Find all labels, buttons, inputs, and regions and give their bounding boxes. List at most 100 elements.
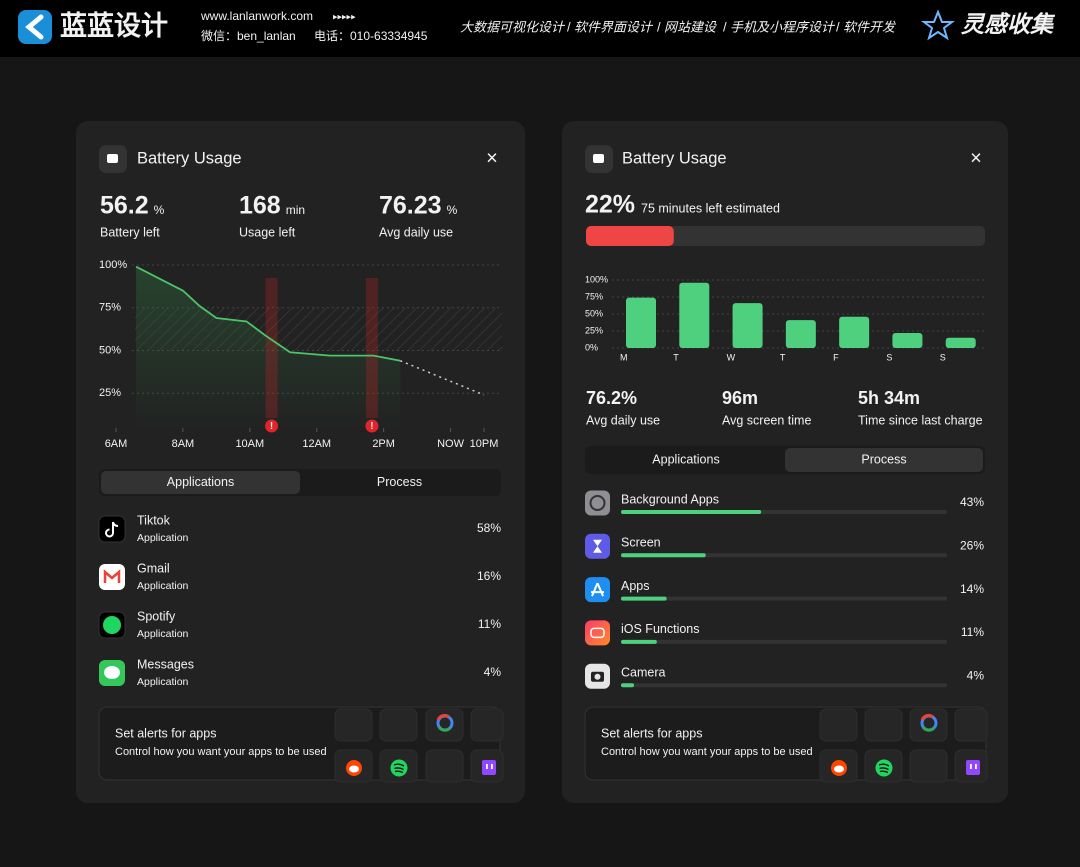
process-bar [621, 639, 657, 644]
app-share: 4% [484, 665, 502, 679]
tiktok-glyph [105, 521, 119, 538]
alert-band [365, 278, 378, 418]
reddit-face [349, 765, 359, 773]
process-name: Apps [621, 579, 650, 593]
bar [945, 337, 976, 348]
app-kind: Application [137, 628, 189, 640]
y-tick-label: 50% [585, 308, 603, 318]
stat-value: 76.2% [586, 388, 637, 408]
process-bar [621, 553, 706, 558]
line-area [136, 266, 401, 430]
stat-label: Battery left [100, 225, 160, 239]
x-tick-label: S [886, 352, 892, 362]
separator: / [723, 19, 727, 34]
service-link: 软件开发 [843, 19, 897, 34]
battery-percent: 22% [585, 191, 635, 219]
x-tick-label: T [673, 352, 679, 362]
twitch-eye [970, 764, 972, 769]
alert-marker [265, 419, 279, 433]
app-kind: Application [137, 580, 189, 592]
y-tick-label: 75% [99, 302, 121, 314]
alert-marker [365, 419, 379, 433]
battery-line [135, 265, 401, 362]
alerts-title: Set alerts for apps [115, 726, 216, 740]
process-share: 26% [960, 538, 984, 552]
y-tick-label: 100% [585, 274, 608, 284]
reddit-face [834, 765, 844, 773]
header-bar [0, 0, 1080, 57]
twitch-eye [491, 764, 493, 769]
process-share: 4% [967, 668, 985, 682]
x-tick-label: 6AM [105, 438, 128, 450]
y-tick-label: 50% [99, 344, 121, 356]
google-icon [436, 713, 454, 732]
google-arc [437, 726, 452, 732]
y-tick-label: 0% [585, 342, 598, 352]
spotify-waves [878, 763, 890, 774]
service-link: 手机及小程序设计 [730, 19, 836, 34]
close-button: × [486, 147, 498, 169]
spotify-glyph [103, 616, 121, 634]
close-button: × [970, 147, 982, 169]
bar [732, 303, 763, 348]
progress-fill [586, 226, 674, 246]
bar [892, 333, 923, 348]
x-tick-label: W [727, 352, 736, 362]
alerts-subtitle: Control how you want your apps to be use… [601, 746, 813, 758]
card-left [76, 121, 525, 803]
app-tile [909, 708, 948, 742]
process-bar [621, 596, 667, 601]
app-tile [909, 749, 948, 783]
separator: / [836, 19, 840, 34]
card-title: Battery Usage [137, 149, 242, 167]
y-tick-label: 25% [585, 325, 603, 335]
tab[interactable]: Process [861, 452, 906, 466]
tab[interactable]: Process [377, 475, 422, 489]
app-name: Messages [137, 657, 194, 671]
app-name: Tiktok [137, 513, 171, 527]
x-tick-label: F [833, 352, 839, 362]
tab-active [785, 448, 983, 472]
app-tile [819, 708, 858, 742]
x-tick-label: S [940, 352, 946, 362]
process-icon [585, 620, 610, 646]
app-name: Gmail [137, 561, 170, 575]
spotify-waves [393, 763, 405, 774]
stat-value: 56.2 [100, 192, 149, 220]
process-bar [621, 683, 635, 688]
process-track [621, 596, 947, 601]
messages-glyph [104, 666, 120, 679]
tab[interactable]: Applications [652, 452, 719, 466]
url: www.lanlanwork.com [200, 9, 313, 23]
separator: / [657, 19, 661, 34]
y-tick-label: 25% [99, 387, 121, 399]
stat-value: 5h 34m [858, 388, 920, 408]
arrows: ▸▸▸▸▸ [333, 11, 356, 21]
x-tick-label: 10AM [235, 438, 264, 450]
google-arc [920, 713, 934, 721]
x-tick-label: NOW [437, 438, 465, 450]
stat-unit: % [154, 203, 165, 217]
logo-icon [18, 10, 52, 44]
app-kind: Application [137, 532, 189, 544]
gear-glyph [589, 495, 606, 511]
tab[interactable]: Applications [167, 475, 234, 489]
stat-unit: min [286, 203, 305, 217]
process-track [621, 683, 947, 688]
gmail-glyph [103, 569, 121, 583]
wechat: 微信：ben_lanlan [201, 29, 296, 43]
process-name: Background Apps [621, 492, 719, 506]
twitch-icon [482, 760, 496, 775]
google-arc [921, 726, 936, 732]
app-share: 58% [477, 521, 501, 535]
process-icon [585, 490, 610, 516]
alerts-title: Set alerts for apps [601, 726, 702, 740]
stat-label: Avg daily use [586, 413, 660, 427]
x-tick-label: M [620, 352, 628, 362]
stat-value: 168 [239, 192, 281, 220]
brand: 蓝蓝设计 [60, 11, 168, 41]
separator: / [567, 19, 571, 34]
alerts-subtitle: Control how you want your apps to be use… [115, 746, 327, 758]
collection-icon [921, 9, 955, 41]
